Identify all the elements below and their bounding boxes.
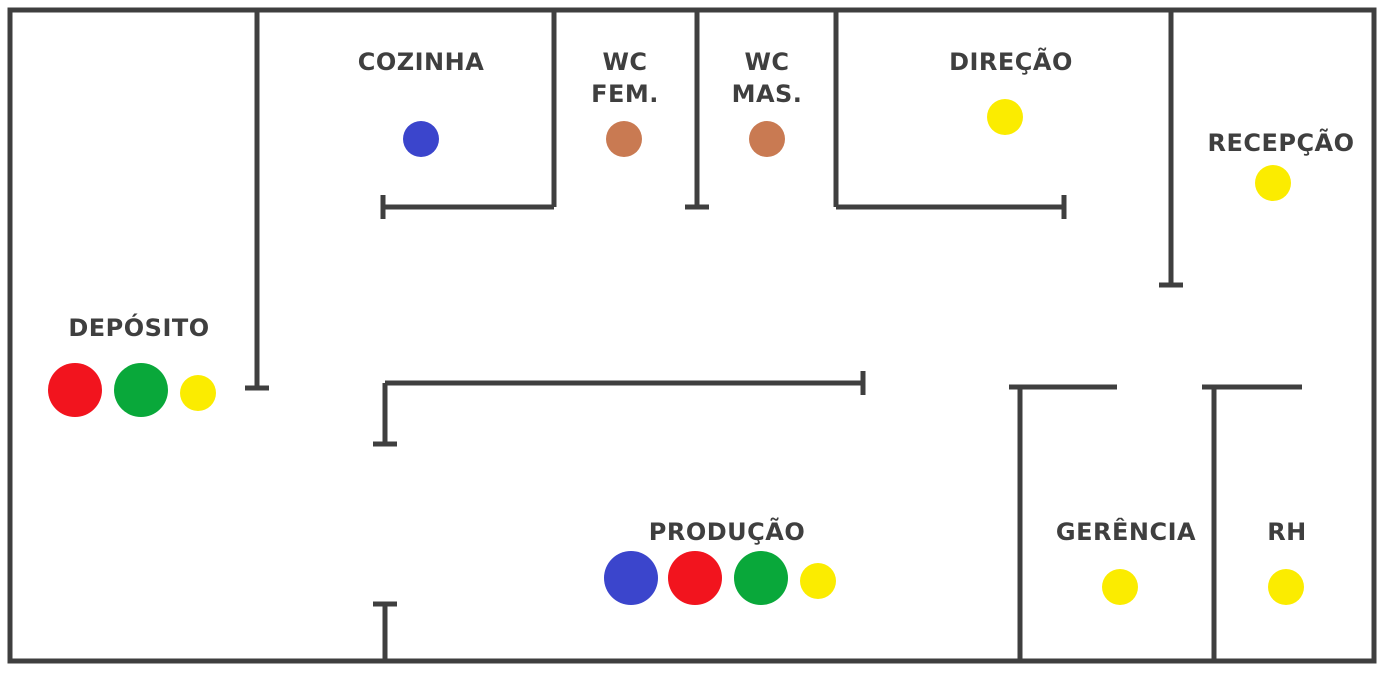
marker-producao-1 bbox=[604, 551, 658, 605]
label-wc-fem-line2: FEM. bbox=[591, 80, 659, 108]
room-markers bbox=[48, 99, 1304, 605]
marker-deposito-1 bbox=[48, 363, 102, 417]
marker-recepcao-1 bbox=[1255, 165, 1291, 201]
marker-deposito-2 bbox=[114, 363, 168, 417]
label-producao: PRODUÇÃO bbox=[649, 517, 805, 546]
label-wc-fem-line1: WC bbox=[602, 48, 647, 76]
interior-walls bbox=[245, 10, 1302, 661]
marker-producao-4 bbox=[800, 563, 836, 599]
label-gerencia: GERÊNCIA bbox=[1056, 517, 1196, 546]
label-rh: RH bbox=[1267, 518, 1307, 546]
label-wc-mas-line2: MAS. bbox=[732, 80, 803, 108]
marker-gerencia-1 bbox=[1102, 569, 1138, 605]
room-labels: COZINHA WC FEM. WC MAS. DIREÇÃO RECEPÇÃO… bbox=[68, 47, 1354, 546]
label-wc-mas-line1: WC bbox=[744, 48, 789, 76]
marker-rh-1 bbox=[1268, 569, 1304, 605]
marker-wc-fem-1 bbox=[606, 121, 642, 157]
label-direcao: DIREÇÃO bbox=[949, 47, 1073, 76]
marker-deposito-3 bbox=[180, 375, 216, 411]
marker-direcao-1 bbox=[987, 99, 1023, 135]
marker-wc-mas-1 bbox=[749, 121, 785, 157]
label-cozinha: COZINHA bbox=[358, 48, 485, 76]
marker-producao-2 bbox=[668, 551, 722, 605]
outer-wall bbox=[7, 7, 1377, 664]
label-deposito: DEPÓSITO bbox=[68, 312, 209, 342]
marker-producao-3 bbox=[734, 551, 788, 605]
label-recepcao: RECEPÇÃO bbox=[1207, 128, 1354, 157]
marker-cozinha-1 bbox=[403, 121, 439, 157]
